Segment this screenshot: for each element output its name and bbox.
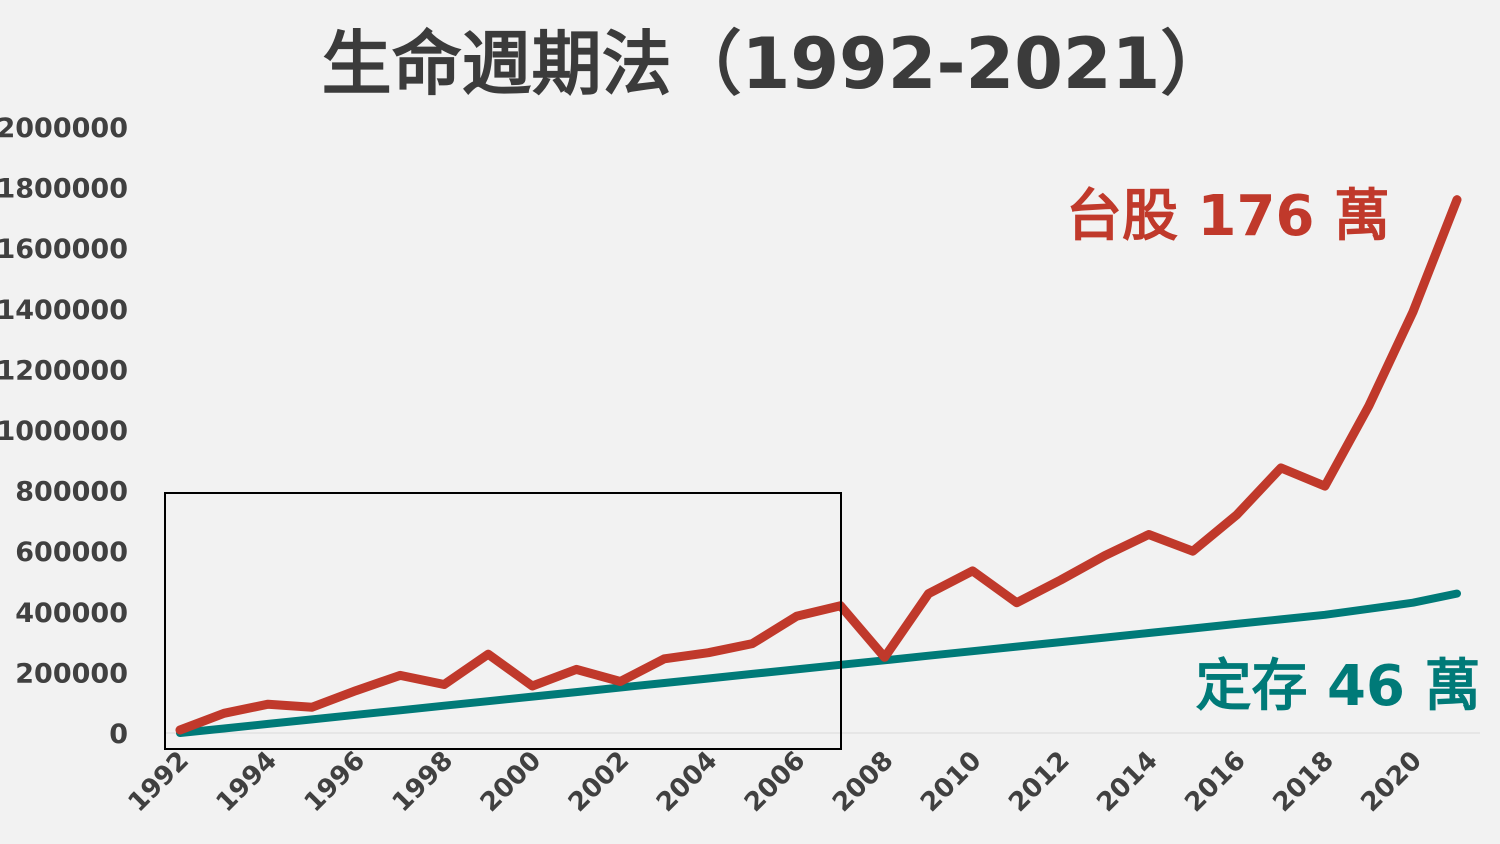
x-tick-label: 2000 <box>475 746 547 818</box>
x-tick-label: 1992 <box>123 746 195 818</box>
fixed-deposit-point <box>1059 641 1062 644</box>
fixed-deposit-point <box>927 654 930 657</box>
fixed-deposit-line <box>176 589 1461 737</box>
taiwan-stock-point <box>1015 601 1018 604</box>
x-tick-label: 2016 <box>1179 746 1251 818</box>
taiwan-stock-point <box>179 729 181 731</box>
fixed-deposit-point <box>487 700 490 703</box>
x-tick-label: 2008 <box>827 746 899 818</box>
fixed-deposit-point <box>795 668 798 671</box>
fixed-deposit-point <box>1235 622 1238 625</box>
fixed-deposit-point <box>575 691 578 694</box>
fixed-deposit-point <box>707 677 710 680</box>
y-tick-label: 0 <box>109 719 128 750</box>
fixed-deposit-point <box>1367 607 1370 610</box>
y-tick-label: 800000 <box>15 477 128 508</box>
y-tick-label: 1400000 <box>0 295 128 326</box>
y-tick-label: 1200000 <box>0 355 128 386</box>
taiwan-stock-point <box>1147 533 1150 536</box>
fixed-deposit-point <box>311 718 314 721</box>
fixed-deposit-point <box>1412 601 1414 604</box>
highlight-box <box>164 492 842 750</box>
x-tick-label: 2014 <box>1091 746 1163 818</box>
taiwan-stock-point <box>399 674 402 677</box>
fixed-deposit-point <box>1015 645 1018 648</box>
fixed-deposit-point <box>355 713 358 716</box>
fixed-deposit-point <box>1191 627 1194 630</box>
fixed-deposit-point <box>663 682 666 684</box>
taiwan-stock-point <box>619 680 622 683</box>
x-tick-label: 2012 <box>1003 746 1075 818</box>
y-tick-label: 1800000 <box>0 174 128 205</box>
taiwan-stock-annotation: 台股 176 萬 <box>1066 184 1390 249</box>
y-tick-label: 1600000 <box>0 234 128 265</box>
x-tick-label: 2020 <box>1356 746 1428 818</box>
fixed-deposit-point <box>1456 592 1458 595</box>
x-tick-label: 1994 <box>211 746 283 818</box>
fixed-deposit-point <box>267 722 270 725</box>
taiwan-stock-point <box>487 653 490 656</box>
taiwan-stock-point <box>1323 485 1326 488</box>
y-tick-label: 200000 <box>15 658 128 689</box>
x-tick-label: 1996 <box>299 746 371 818</box>
x-tick-label: 2004 <box>651 746 723 818</box>
taiwan-stock-line <box>175 195 1462 735</box>
fixed-deposit-point <box>1103 636 1106 639</box>
x-tick-label: 2006 <box>739 746 811 818</box>
taiwan-stock-point <box>311 706 314 709</box>
plot-area <box>175 195 1462 737</box>
taiwan-stock-point <box>267 703 270 706</box>
taiwan-stock-point <box>795 615 798 618</box>
taiwan-stock-point <box>223 712 225 715</box>
fixed-deposit-point <box>399 709 402 712</box>
x-axis: 1992 1994 1996 1998 2000 2002 2004 2006 2008 2010… <box>123 746 1428 818</box>
fixed-deposit-point <box>443 704 446 707</box>
fixed-deposit-point <box>223 727 225 730</box>
taiwan-stock-point <box>1235 513 1238 516</box>
fixed-deposit-point <box>751 672 754 675</box>
taiwan-stock-point <box>1279 466 1282 469</box>
fixed-deposit-point <box>1147 632 1150 634</box>
taiwan-stock-point <box>1412 310 1414 313</box>
taiwan-stock-point <box>663 657 666 660</box>
taiwan-stock-point <box>1191 550 1194 553</box>
y-tick-label: 600000 <box>15 537 128 568</box>
taiwan-stock-point <box>707 651 710 654</box>
taiwan-stock-point <box>883 656 886 659</box>
fixed-deposit-annotation: 定存 46 萬 <box>1196 654 1481 719</box>
y-axis: 0 200000 400000 600000 800000 1000000 1200000 1… <box>0 113 128 750</box>
fixed-deposit-point <box>1323 613 1326 616</box>
taiwan-stock-point <box>443 683 446 686</box>
fixed-deposit-point <box>1279 618 1282 621</box>
x-tick-label: 1998 <box>387 746 459 818</box>
y-tick-label: 1000000 <box>0 416 128 447</box>
fixed-deposit-point <box>619 686 622 689</box>
fixed-deposit-point <box>971 650 974 653</box>
y-tick-label: 400000 <box>15 598 128 629</box>
y-tick-label: 2000000 <box>0 113 128 144</box>
taiwan-stock-point <box>927 592 930 595</box>
taiwan-stock-point <box>1367 404 1370 407</box>
x-tick-label: 2002 <box>563 746 635 818</box>
taiwan-stock-point <box>355 689 358 692</box>
taiwan-stock-point <box>1059 579 1062 581</box>
taiwan-stock-point <box>751 642 754 645</box>
taiwan-stock-point <box>1103 554 1106 557</box>
x-tick-label: 2018 <box>1267 746 1339 818</box>
taiwan-stock-point <box>531 685 534 687</box>
x-tick-label: 2010 <box>915 746 987 818</box>
taiwan-stock-point <box>971 569 974 572</box>
taiwan-stock-point <box>1456 198 1458 201</box>
chart-title: 生命週期法（1992-2021） <box>322 23 1231 105</box>
taiwan-stock-point <box>575 668 578 671</box>
fixed-deposit-point <box>531 695 534 698</box>
